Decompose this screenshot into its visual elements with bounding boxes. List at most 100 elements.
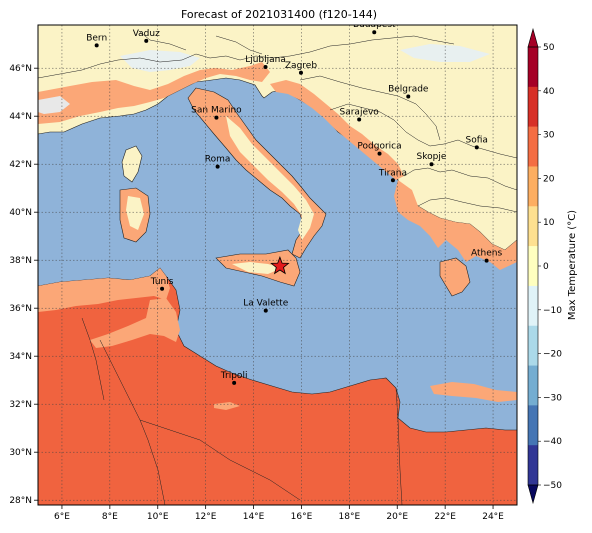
- city-label: Ljubljana: [245, 55, 286, 65]
- colorbar-tick-label: −30: [543, 393, 562, 403]
- sicily-cool: [232, 262, 282, 274]
- city-label: Podgorica: [357, 142, 401, 152]
- city-dot: [406, 94, 411, 99]
- colorbar-swatch: [528, 405, 538, 446]
- city-label: Tripoli: [220, 371, 248, 381]
- city-label: Vaduz: [133, 29, 160, 39]
- city-dot: [429, 162, 434, 167]
- colorbar-swatch: [528, 166, 538, 207]
- y-tick-label: 44°N: [9, 112, 32, 122]
- y-tick-label: 28°N: [9, 496, 32, 506]
- y-tick-label: 32°N: [9, 400, 32, 410]
- x-tick-label: 18°E: [339, 512, 361, 522]
- colorbar-tick-label: −10: [543, 306, 562, 316]
- y-tick-label: 30°N: [9, 448, 32, 458]
- city-dot: [357, 117, 362, 122]
- city-dot: [144, 38, 149, 43]
- city-dot: [484, 258, 489, 263]
- y-tick-label: 36°N: [9, 304, 32, 314]
- x-tick-label: 12°E: [195, 512, 217, 522]
- x-tick-label: 16°E: [291, 512, 313, 522]
- colorbar-swatch: [528, 47, 538, 88]
- city-dot: [214, 115, 219, 120]
- x-tick-label: 10°E: [147, 512, 169, 522]
- grid-lines: [38, 25, 517, 505]
- y-tick-label: 34°N: [9, 352, 32, 362]
- y-tick-label: 40°N: [9, 208, 32, 218]
- colorbar-swatch: [528, 206, 538, 247]
- city-dot: [372, 30, 377, 35]
- city-label: La Valette: [243, 299, 288, 309]
- colorbar-swatch: [528, 285, 538, 327]
- colorbar-tick-label: 10: [543, 218, 555, 228]
- x-tick-label: 22°E: [434, 512, 456, 522]
- city-label: San Marino: [191, 106, 242, 116]
- x-axis-ticks: 6°E 8°E 10°E 12°E 14°E 16°E 18°E 20°E 22°E 24°E: [54, 505, 504, 522]
- city-dot: [377, 151, 382, 156]
- colorbar-swatch: [528, 365, 538, 406]
- x-tick-label: 6°E: [54, 512, 70, 522]
- italy-land: [187, 87, 327, 259]
- colorbar: 50 40 30 20 10 0 −10 −20 −30 −40 −50: [527, 27, 562, 505]
- colorbar-swatch: [528, 86, 538, 127]
- x-tick-label: 20°E: [386, 512, 408, 522]
- tunisia-warm-band: [90, 298, 180, 348]
- sardinia-cool: [126, 196, 144, 230]
- colorbar-tick-label: −50: [543, 481, 562, 491]
- city-label: Zagreb: [285, 61, 317, 71]
- city-label: Skopje: [417, 152, 447, 162]
- italy-cool-interior: [226, 116, 314, 240]
- libya-warm-patch: [430, 382, 517, 402]
- city-dot: [298, 70, 303, 75]
- x-tick-label: 8°E: [102, 512, 118, 522]
- city-label: Bern: [86, 33, 107, 43]
- colorbar-swatch: [528, 246, 538, 287]
- city-dot: [215, 164, 220, 169]
- colorbar-tick-label: −40: [543, 437, 562, 447]
- colorbar-tick-label: 20: [543, 174, 555, 184]
- colorbar-extend-top: [527, 27, 539, 48]
- city-label: Tunis: [150, 277, 174, 287]
- city-label: Sarajevo: [340, 108, 380, 118]
- alps-warm-band: [38, 62, 270, 124]
- dalmatian-warm-band: [270, 80, 404, 180]
- city-dot: [474, 145, 479, 150]
- x-tick-label: 24°E: [482, 512, 504, 522]
- colorbar-tick-label: 40: [543, 87, 555, 97]
- forecast-location-star-icon: [270, 256, 290, 275]
- colorbar-swatch: [528, 126, 538, 167]
- y-axis-ticks: 28°N 30°N 32°N 34°N 36°N 38°N 40°N 42°N 44°N 46°N: [9, 64, 38, 506]
- city-dot: [263, 308, 268, 313]
- city-label: Belgrade: [388, 85, 429, 95]
- colorbar-tick-label: −20: [543, 350, 562, 360]
- city-label: Sofia: [466, 135, 488, 145]
- colorbar-swatch: [528, 445, 538, 486]
- city-dot: [390, 178, 395, 183]
- city-label: Athens: [471, 249, 502, 259]
- balkans-warm: [394, 180, 517, 270]
- city-dot: [160, 286, 165, 291]
- city-dot: [232, 380, 237, 385]
- map-title: Forecast of 2021031400 (f120-144): [181, 8, 377, 21]
- colorbar-tick-label: 30: [543, 131, 555, 141]
- colorbar-extend-bottom: [527, 484, 539, 505]
- northern-light-patch: [120, 50, 200, 72]
- colorbar-tick-label: 50: [543, 43, 555, 53]
- city-label: Tirana: [378, 168, 407, 178]
- colorbar-label: Max Temperature (°C): [567, 210, 578, 320]
- north-africa-warm-band: [38, 268, 170, 312]
- y-tick-label: 42°N: [9, 160, 32, 170]
- city-label: Budapest: [353, 20, 396, 30]
- peloponnese-land: [439, 257, 471, 297]
- map-frame: [37, 24, 518, 506]
- colorbar-tick-label: 0: [543, 262, 549, 272]
- country-borders: [38, 31, 517, 505]
- city-dot: [94, 43, 99, 48]
- city-label: Roma: [205, 155, 231, 165]
- colorbar-swatch: [528, 325, 538, 366]
- y-tick-label: 46°N: [9, 64, 32, 74]
